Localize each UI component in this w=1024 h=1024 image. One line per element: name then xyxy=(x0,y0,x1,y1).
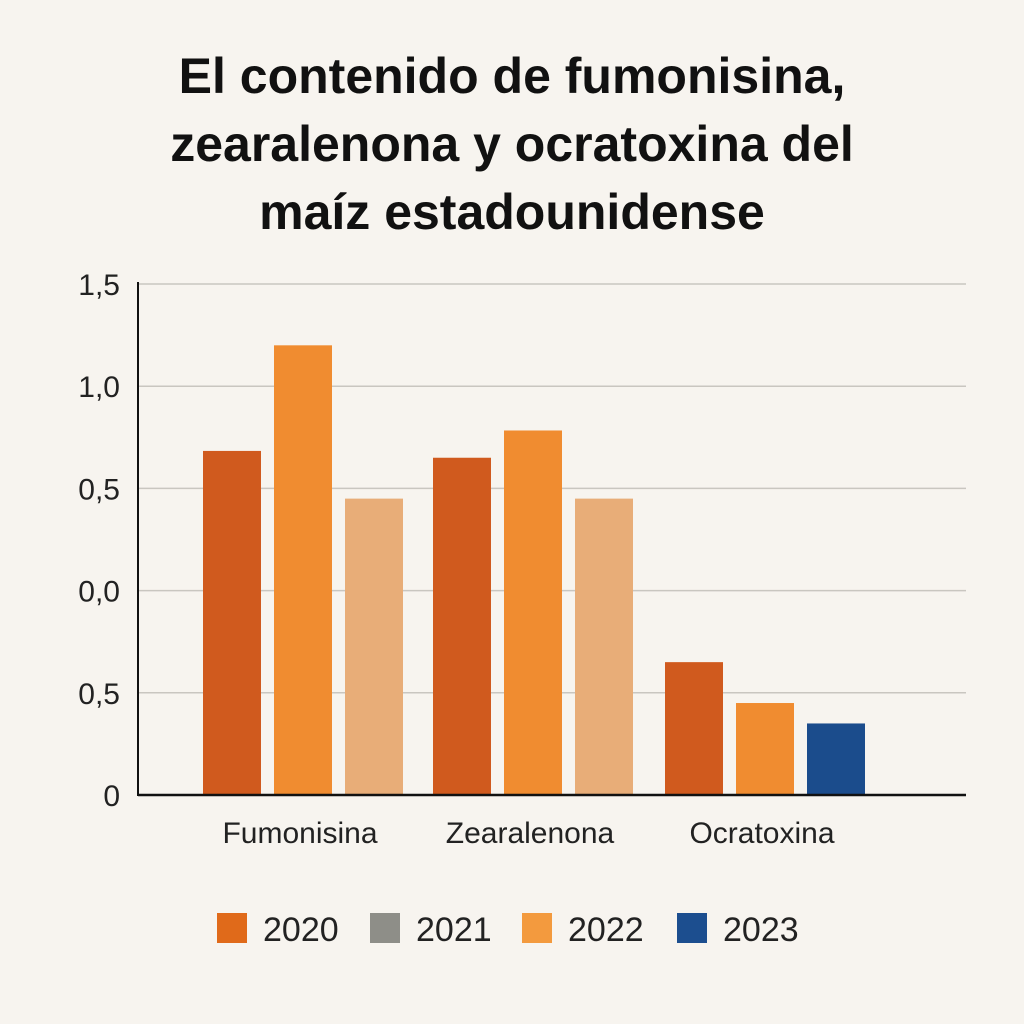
bar xyxy=(203,450,261,795)
legend-label: 2021 xyxy=(416,911,492,949)
chart-title-line: zearalenona y ocratoxina del xyxy=(170,116,854,172)
legend-label: 2023 xyxy=(723,911,799,949)
bar xyxy=(504,430,562,795)
bar xyxy=(665,662,723,795)
y-tick-label: 0,5 xyxy=(78,678,120,711)
x-tick-label: Ocratoxina xyxy=(689,817,834,850)
bar xyxy=(274,345,332,795)
bar xyxy=(433,457,491,795)
x-tick-label: Fumonisina xyxy=(222,817,377,850)
y-tick-label: 1,0 xyxy=(78,371,120,404)
x-tick-label: Zearalenona xyxy=(446,817,615,850)
legend-swatch xyxy=(677,913,707,943)
chart-title-line: maíz estadounidense xyxy=(259,184,765,240)
legend-swatch xyxy=(217,913,247,943)
chart-title: El contenido de fumonisina, zearalenona … xyxy=(0,42,1024,246)
chart-title-line: El contenido de fumonisina, xyxy=(178,48,846,104)
bar xyxy=(736,703,794,795)
bar xyxy=(807,723,865,795)
bar xyxy=(575,498,633,795)
y-tick-label: 0 xyxy=(103,780,120,813)
y-tick-label: 0,5 xyxy=(78,473,120,506)
legend-label: 2022 xyxy=(568,911,644,949)
legend-swatch xyxy=(522,913,552,943)
legend-swatch xyxy=(370,913,400,943)
y-tick-label: 1,5 xyxy=(78,269,120,302)
y-tick-label: 0,0 xyxy=(78,576,120,609)
bar xyxy=(345,498,403,795)
legend-label: 2020 xyxy=(263,911,339,949)
